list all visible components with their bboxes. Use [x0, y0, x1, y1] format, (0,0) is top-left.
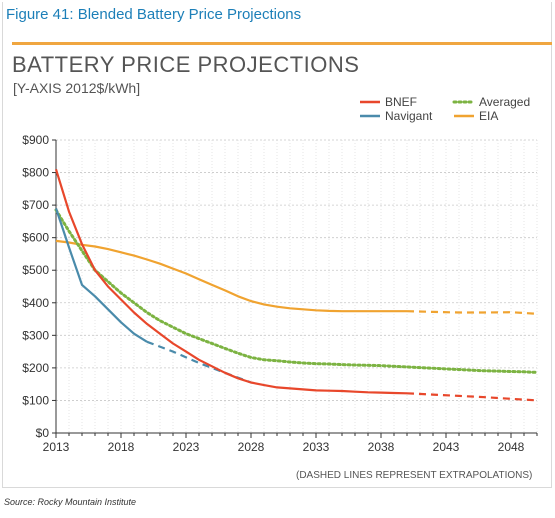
- accent-rule: [12, 42, 552, 45]
- y-tick-label: $200: [22, 361, 49, 375]
- y-tick-label: $900: [22, 133, 49, 147]
- chart-title: BATTERY PRICE PROJECTIONS: [12, 52, 360, 77]
- legend-label-eia: EIA: [479, 109, 498, 123]
- y-tick-label: $600: [22, 231, 49, 245]
- y-tick-label: $300: [22, 328, 49, 342]
- y-tick-label: $800: [22, 166, 49, 180]
- y-tick-label: $500: [22, 263, 49, 277]
- series-line-averaged: [54, 208, 539, 374]
- series-extrapolation-bnef: [406, 392, 538, 402]
- x-tick-label: 2023: [173, 440, 200, 454]
- series-line-bnef: [54, 168, 408, 395]
- x-tick-label: 2048: [498, 440, 525, 454]
- figure-frame: [2, 2, 552, 488]
- x-tick-label: 2038: [368, 440, 395, 454]
- figure-caption: Figure 41: Blended Battery Price Project…: [6, 6, 302, 23]
- x-tick-label: 2028: [238, 440, 265, 454]
- legend-label-bnef: BNEF: [385, 95, 417, 109]
- series-extrapolation-eia: [406, 310, 538, 315]
- extrapolation-note: (DASHED LINES REPRESENT EXTRAPOLATIONS): [296, 470, 533, 481]
- series-line-eia: [55, 239, 407, 313]
- legend-label-navigant: Navigant: [385, 109, 433, 123]
- series-extrapolation-navigant: [146, 340, 252, 384]
- y-tick-label: $100: [22, 393, 49, 407]
- x-tick-label: 2043: [433, 440, 460, 454]
- y-tick-label: $0: [36, 426, 50, 440]
- y-tick-label: $400: [22, 296, 49, 310]
- legend-label-averaged: Averaged: [479, 95, 530, 109]
- x-tick-label: 2013: [43, 440, 70, 454]
- series-line-navigant: [54, 208, 148, 343]
- y-tick-label: $700: [22, 198, 49, 212]
- chart-subtitle: [Y-AXIS 2012$/kWh]: [13, 80, 141, 96]
- x-tick-label: 2033: [303, 440, 330, 454]
- source-text: Source: Rocky Mountain Institute: [4, 497, 137, 507]
- x-tick-label: 2018: [108, 440, 135, 454]
